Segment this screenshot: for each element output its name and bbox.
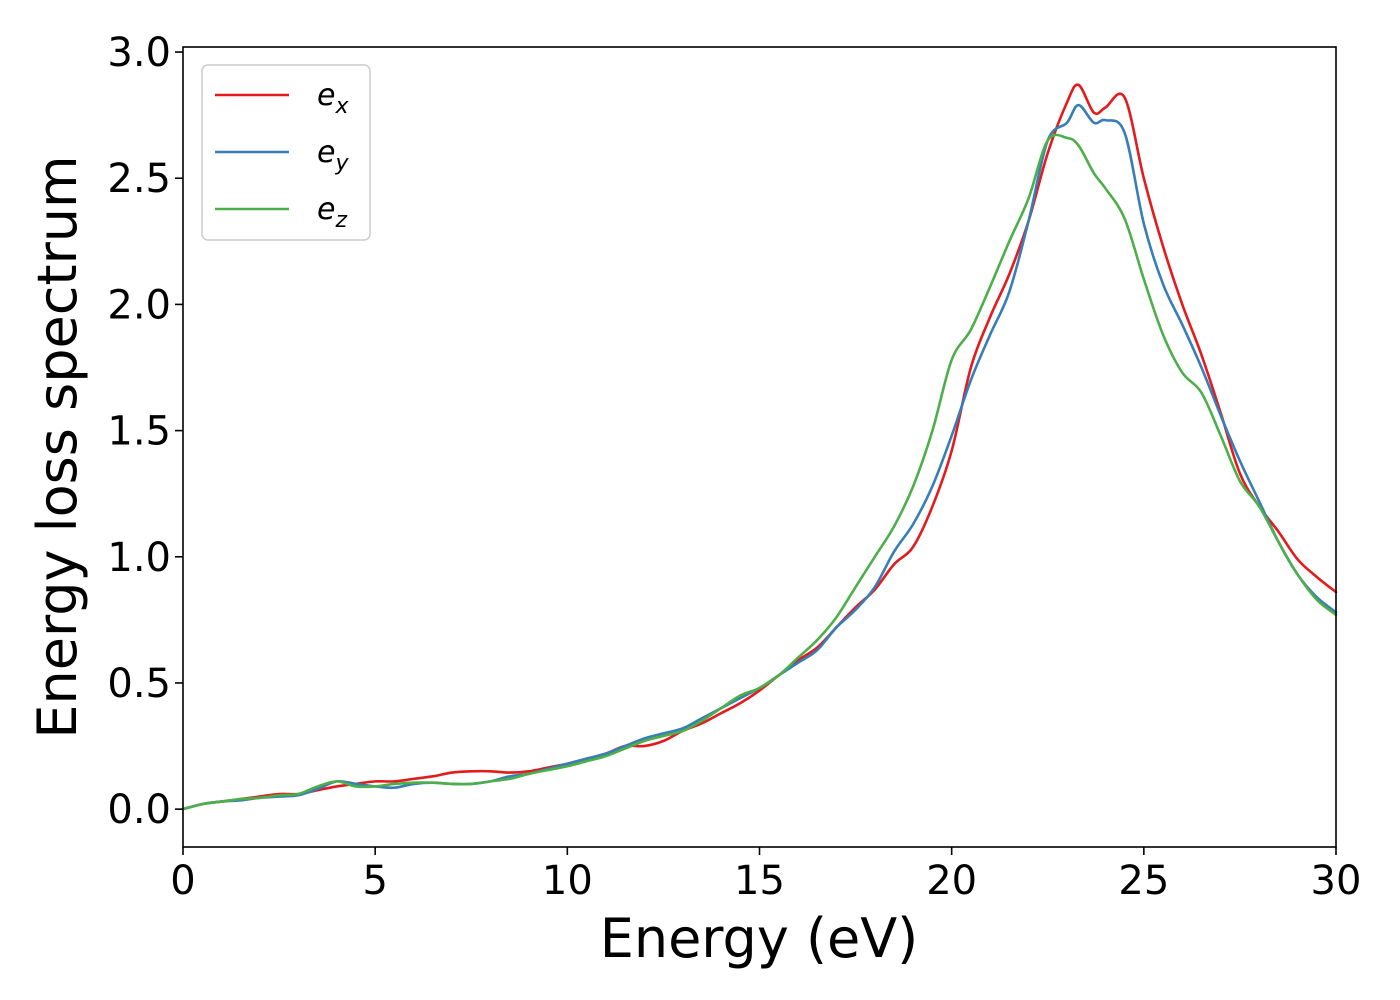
x-axis-title: Energy (eV) — [600, 907, 919, 970]
x-tick-label: 15 — [734, 858, 785, 904]
y-tick-label: 1.0 — [107, 535, 171, 581]
x-tick-label: 20 — [926, 858, 977, 904]
series-line-ez — [181, 133, 1338, 811]
y-axis-title: Energy loss spectrum — [26, 155, 89, 738]
series-layer — [181, 83, 1338, 811]
y-tick-label: 2.0 — [107, 282, 171, 328]
y-tick-label: 0.0 — [107, 787, 171, 833]
x-tick-label: 25 — [1118, 858, 1169, 904]
x-tick-label: 0 — [170, 858, 195, 904]
y-tick-label: 0.5 — [107, 661, 171, 707]
legend-subscript: z — [334, 208, 347, 233]
x-tick-label: 30 — [1311, 858, 1362, 904]
y-tick-label: 3.0 — [107, 30, 171, 76]
legend-subscript: y — [334, 151, 349, 176]
y-tick-label: 1.5 — [107, 409, 171, 455]
ticks-layer: 0 5 10 15 20 25 30 0.0 0.5 1.0 1.5 2.0 2.5 3.0 — [107, 30, 1361, 904]
legend-subscript: x — [334, 94, 349, 119]
x-tick-label: 5 — [362, 858, 387, 904]
y-tick-label: 2.5 — [107, 156, 171, 202]
x-tick-label: 10 — [542, 858, 593, 904]
